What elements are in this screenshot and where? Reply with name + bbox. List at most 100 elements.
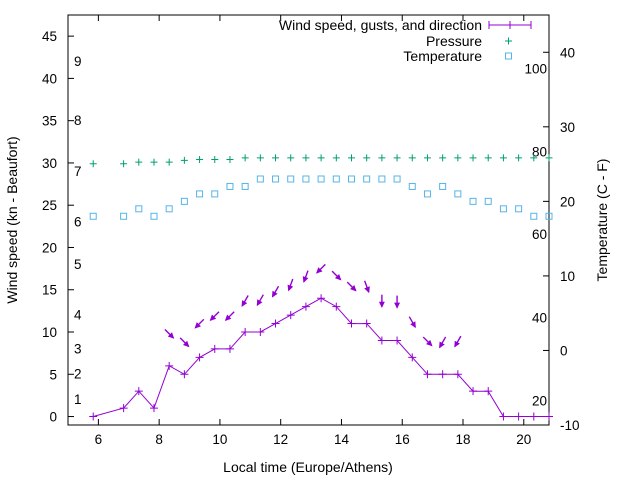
pressure-point [150,158,158,166]
temperature-point [347,175,355,183]
pressure-point [211,156,219,164]
beaufort-label: 4 [74,308,82,323]
temperature-point [165,205,173,213]
y-tick-label: 45 [42,29,57,44]
temperature-point [135,205,143,213]
temperature-point [439,182,447,190]
wind-speed-point [271,319,280,328]
legend-swatch-temperature [505,52,512,60]
pressure-point [423,154,431,162]
temperature-point [469,197,477,205]
gust-arrow-head [364,286,370,294]
pressure-point [302,154,310,162]
temperature-point [180,197,188,205]
wind-speed-point [286,311,295,320]
fahrenheit-label: 60 [532,227,547,242]
gust-arrow-head [271,290,278,298]
gust-arrow [422,336,433,347]
wind-speed-point [332,302,341,311]
fahrenheit-labels: 20 40 60 80 100 [524,62,547,409]
wind-speed-point [301,302,310,311]
y-tick-label: 10 [42,325,57,340]
wind-speed-point [393,336,402,345]
legend-swatch-pressure [505,37,512,45]
pressure-point [499,154,507,162]
gust-arrow [378,294,385,308]
wind-speed-point [119,404,128,413]
pressure-point [256,154,264,162]
legend-label-wind: Wind speed, gusts, and direction [279,17,482,33]
pressure-point [530,154,538,162]
pressure-point [363,154,371,162]
y-tick-label: 35 [42,114,57,129]
temperature-point [241,182,249,190]
pressure-point [484,154,492,162]
pressure-point [241,154,249,162]
gust-arrow [408,316,416,329]
legend: Wind speed, gusts, and direction Pressur… [279,17,532,64]
gust-arrow [302,270,309,283]
temperature-point [256,175,264,183]
beaufort-label: 3 [74,341,82,356]
pressure-point [287,154,295,162]
gust-arrow-head [167,332,175,339]
pressure-point [317,154,325,162]
beaufort-label: 2 [74,367,82,382]
gust-arrow [454,335,462,348]
wind-speed-point [210,344,219,353]
temperature-point [454,190,462,198]
pressure-point [515,154,523,162]
pressure-point [378,154,386,162]
wind-speed-point [195,353,204,362]
beaufort-label: 9 [74,54,82,69]
y-tick-label: 5 [49,367,57,382]
pressure-point [226,156,234,164]
pressure-point [347,154,355,162]
temperature-point [363,175,371,183]
y-tick-label: 15 [42,283,57,298]
gust-arrow [363,280,370,294]
beaufort-label: 6 [74,215,82,230]
gust-arrow [164,328,175,339]
temperature-point [272,175,280,183]
temperature-point [423,190,431,198]
fahrenheit-label: 40 [532,311,547,326]
gust-arrow-head [454,340,460,348]
axes: 6 8 10 12 14 16 18 20051015202530354045-1001020… [42,15,580,447]
x-tick-label: 8 [155,432,163,447]
gust-arrow [224,311,235,322]
gust-arrow [439,336,447,349]
temperature-point [378,175,386,183]
gust-arrow [394,295,401,309]
gust-arrow-head [350,284,357,292]
gust-arrow-head [209,314,217,322]
wind-speed-point [149,404,158,413]
legend-label-pressure: Pressure [426,33,482,49]
beaufort-labels: 1 2 3 4 5 6 7 8 9 [74,54,82,407]
wind-speed-line [93,297,549,417]
x-tick-label: 16 [395,432,410,447]
gust-arrow-head [256,299,263,307]
temperature-point [393,175,401,183]
pressure-point [393,154,401,162]
gust-arrow-head [316,267,323,274]
y2-tick-label: 20 [560,194,575,209]
temperature-point [515,205,523,213]
temperature-point [499,205,507,213]
temperature-point [150,212,158,220]
temperature-point [89,212,97,220]
y-tick-label: 30 [42,156,57,171]
pressure-point [332,154,340,162]
wind-speed-point [514,412,523,421]
wind-speed-point [423,370,432,379]
wind-speed-point [134,387,143,396]
temperature-point [317,175,325,183]
x-axis-label: Local time (Europe/Athens) [223,459,393,475]
gust-arrow-head [302,276,309,283]
y2-tick-label: -10 [560,418,580,433]
wind-speed-point [545,412,553,421]
temperature-point [120,212,128,220]
wind-speed-point [241,328,250,337]
gust-arrow [316,263,326,274]
temperature-point [545,212,553,220]
